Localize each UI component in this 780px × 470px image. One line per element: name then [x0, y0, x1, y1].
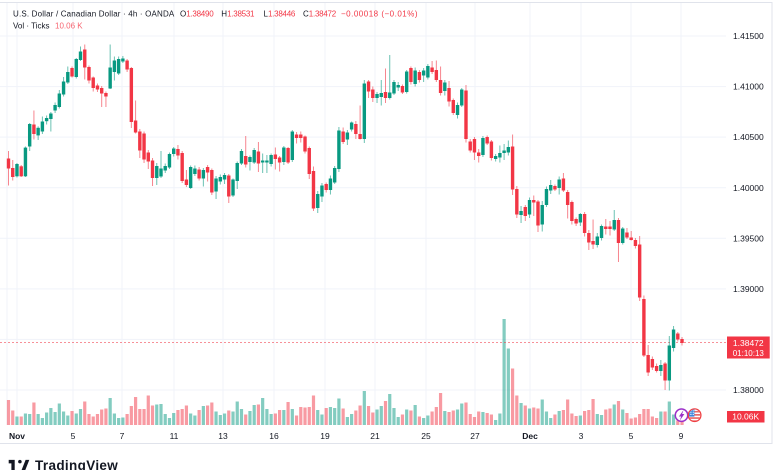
- svg-text:1.38000: 1.38000: [733, 385, 764, 395]
- svg-text:11: 11: [170, 431, 179, 441]
- svg-text:19: 19: [320, 431, 330, 441]
- svg-text:1.39000: 1.39000: [733, 284, 764, 294]
- svg-text:3: 3: [579, 431, 584, 441]
- svg-text:U.S. Dollar / Canadian Dollar: U.S. Dollar / Canadian Dollar · 4h · OAN…: [13, 9, 418, 18]
- svg-text:21: 21: [370, 431, 380, 441]
- svg-text:25: 25: [421, 431, 431, 441]
- svg-text:1.40500: 1.40500: [733, 132, 764, 142]
- svg-text:1.39500: 1.39500: [733, 233, 764, 243]
- svg-text:TradingView: TradingView: [35, 458, 118, 470]
- svg-text:1.41000: 1.41000: [733, 82, 764, 92]
- svg-text:1.40000: 1.40000: [733, 183, 764, 193]
- svg-text:13: 13: [218, 431, 228, 441]
- svg-text:5: 5: [629, 431, 634, 441]
- svg-text:5: 5: [71, 431, 76, 441]
- svg-text:1.41500: 1.41500: [733, 31, 764, 41]
- svg-text:9: 9: [679, 431, 684, 441]
- svg-text:Nov: Nov: [9, 431, 25, 441]
- svg-text:27: 27: [470, 431, 480, 441]
- svg-text:01:10:13: 01:10:13: [733, 349, 765, 358]
- svg-text:10.06K: 10.06K: [732, 412, 759, 422]
- svg-text:7: 7: [120, 431, 125, 441]
- svg-text:1.38472: 1.38472: [733, 338, 764, 348]
- svg-text:16: 16: [269, 431, 279, 441]
- svg-text:Dec: Dec: [522, 431, 538, 441]
